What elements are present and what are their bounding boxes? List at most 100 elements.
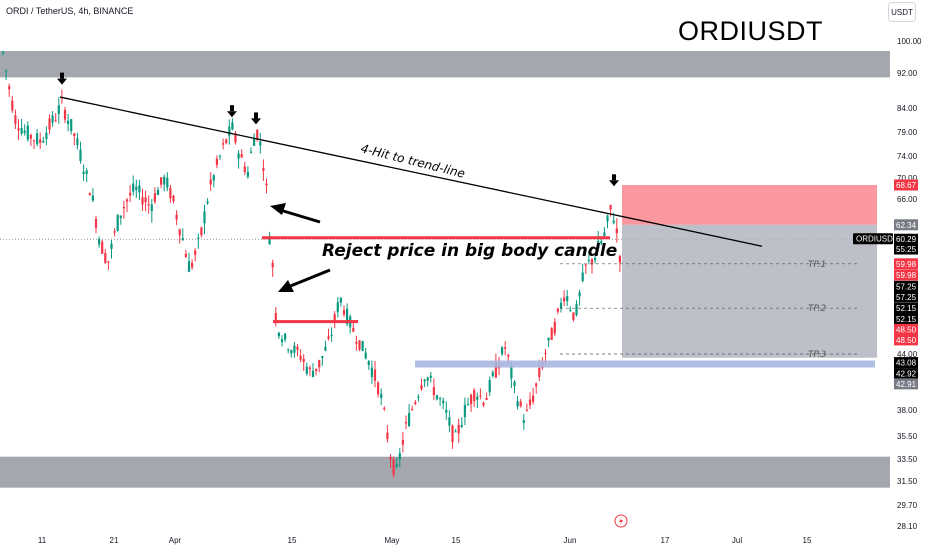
candle <box>144 190 147 212</box>
candle <box>377 381 380 398</box>
candle <box>420 378 423 391</box>
candle <box>373 360 377 388</box>
candle-body <box>1 51 5 54</box>
candle <box>184 249 187 258</box>
candle-body <box>212 175 215 181</box>
candle <box>218 154 222 160</box>
candle <box>85 168 88 183</box>
candle-body <box>85 170 88 175</box>
candle-body <box>169 187 172 199</box>
price-tick-label: 92.00 <box>897 69 918 78</box>
candle <box>513 380 516 394</box>
candle <box>63 106 67 124</box>
candle <box>119 215 122 225</box>
candle-body <box>175 214 178 220</box>
candle <box>404 415 408 430</box>
candle-body <box>420 385 423 390</box>
candle-body <box>476 396 479 400</box>
candle-body <box>370 367 373 378</box>
candle <box>386 425 389 443</box>
price-tick-label: 74.00 <box>897 152 918 161</box>
candle <box>76 132 79 150</box>
candle-body <box>259 141 262 146</box>
candle <box>482 401 485 408</box>
candle-body <box>346 308 349 325</box>
candle-body <box>206 201 209 204</box>
candle <box>169 184 172 203</box>
candle-body <box>339 297 342 303</box>
candle-body <box>23 130 26 133</box>
candle-body <box>507 354 510 357</box>
currency-button[interactable]: USDT <box>888 2 916 22</box>
candle <box>274 307 277 327</box>
down-arrow-icon <box>609 174 619 187</box>
zone-resistance <box>0 51 890 78</box>
tp1-label: TP.1 <box>808 260 826 270</box>
candle <box>615 218 618 243</box>
candle-body <box>389 457 392 460</box>
candle-body <box>435 395 439 400</box>
candle-body <box>284 333 287 340</box>
tag-bg <box>894 323 918 335</box>
trend-line <box>59 96 763 247</box>
price-tick-label: 70.00 <box>897 174 918 183</box>
candle-body <box>380 393 383 398</box>
tag-bg <box>894 291 918 303</box>
price-tick-label: 28.10 <box>897 522 918 531</box>
candle <box>73 132 76 146</box>
candle-body <box>569 309 572 311</box>
candle <box>253 133 256 146</box>
price-tick-label: 35.50 <box>897 432 918 441</box>
candle-body <box>494 361 497 378</box>
candle-body <box>104 253 107 263</box>
candle-body <box>88 193 91 196</box>
candle-body <box>293 345 296 353</box>
candle <box>203 204 206 235</box>
candle <box>147 195 150 214</box>
candle <box>246 166 249 179</box>
candle <box>67 114 70 132</box>
candle-body <box>581 272 584 282</box>
candle-body <box>457 424 460 434</box>
candle-body <box>401 439 404 445</box>
candle-body <box>603 232 606 236</box>
candle <box>200 226 203 238</box>
candle-body <box>197 237 200 239</box>
candle <box>550 327 553 340</box>
candle <box>156 186 160 196</box>
candle <box>129 184 132 203</box>
candle-body <box>209 179 212 185</box>
tag-text: 42.92 <box>896 370 917 379</box>
candle-body <box>547 337 550 341</box>
candle-body <box>153 193 156 202</box>
candle <box>358 340 361 352</box>
price-tag: 68.67 <box>894 179 918 191</box>
candle-body <box>237 153 240 159</box>
candle-body <box>544 352 547 354</box>
candle <box>194 248 197 262</box>
arrow-shaft <box>254 112 258 119</box>
candle <box>417 394 420 402</box>
candle <box>336 297 339 318</box>
tag-bg <box>894 357 918 369</box>
candle-body <box>110 243 113 249</box>
candle <box>525 403 528 412</box>
candle-body <box>222 143 225 145</box>
candle <box>603 226 606 238</box>
candle <box>370 360 373 384</box>
candle-body <box>367 361 370 365</box>
candle <box>408 404 411 428</box>
tag-bg <box>894 243 918 255</box>
candle <box>125 198 129 213</box>
candle <box>249 147 253 154</box>
candle-body <box>488 379 491 393</box>
candle-body <box>606 215 609 222</box>
candle-body <box>423 379 426 382</box>
candle-body <box>125 199 129 202</box>
candle <box>26 121 29 142</box>
candle-body <box>243 166 246 173</box>
tag-bg <box>894 219 918 231</box>
candle-body <box>553 321 556 334</box>
reject-level-line <box>262 236 610 240</box>
